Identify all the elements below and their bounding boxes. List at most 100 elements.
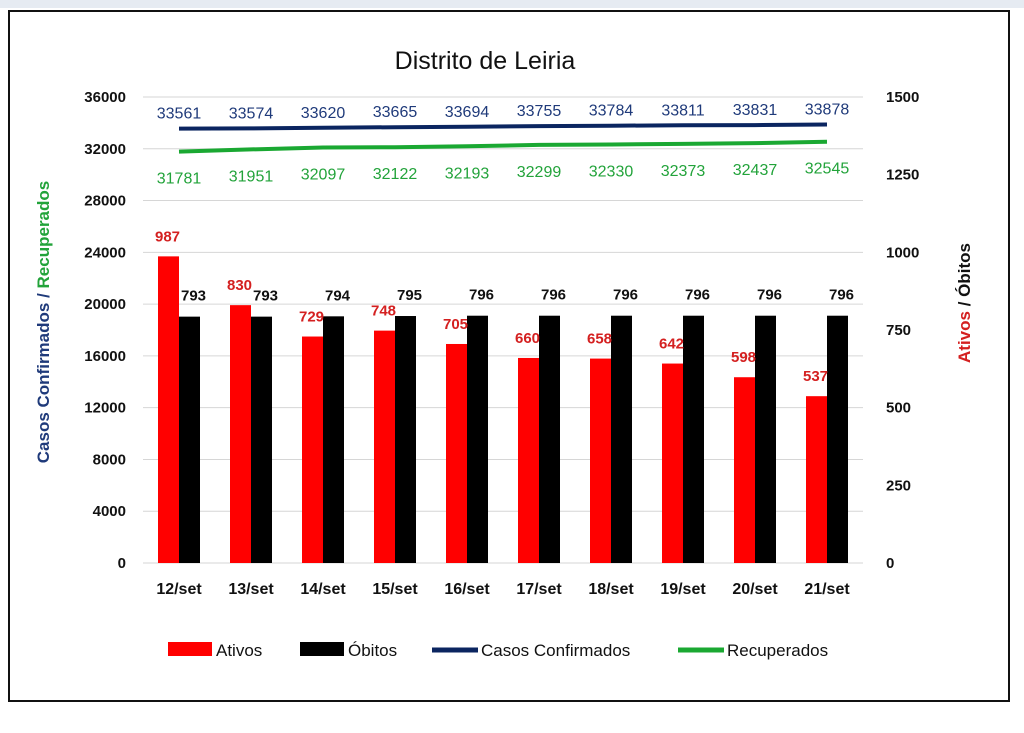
bar-ativos — [230, 305, 251, 563]
left-tick-label: 8000 — [93, 451, 126, 468]
category-labels: 12/set 13/set 14/set 15/set 16/set 17/set 18/s… — [156, 581, 850, 598]
category-label: 13/set — [228, 581, 274, 598]
data-label-ativos: 658 — [587, 331, 612, 348]
top-strip — [0, 0, 1024, 8]
right-tick-label: 750 — [886, 322, 911, 339]
category-label: 20/set — [732, 581, 778, 598]
left-tick-label: 4000 — [93, 503, 126, 520]
legend: Ativos Óbitos Casos Confirmados Recupera… — [168, 641, 828, 660]
category-label: 16/set — [444, 581, 490, 598]
data-label-obitos: 796 — [757, 287, 782, 304]
bar-ativos — [158, 256, 179, 563]
data-label-casos-confirmados: 33811 — [661, 102, 704, 119]
bar-obitos — [251, 316, 272, 563]
data-label-recuperados: 32545 — [805, 161, 850, 178]
data-label-recuperados: 32193 — [445, 165, 490, 182]
data-label-ativos: 660 — [515, 330, 540, 347]
right-axis-label-ativos: Ativos — [955, 311, 974, 363]
legend-label-recuperados: Recuperados — [727, 641, 828, 660]
bar-ativos — [374, 330, 395, 563]
data-label-obitos: 795 — [397, 287, 422, 304]
bar-obitos — [467, 315, 488, 563]
data-label-casos-confirmados: 33574 — [229, 105, 274, 122]
category-label: 14/set — [300, 581, 346, 598]
line-recuperados — [178, 139, 828, 154]
data-label-casos-confirmados: 33755 — [517, 103, 562, 120]
data-label-casos-confirmados: 33694 — [445, 104, 490, 121]
right-tick-label: 500 — [886, 400, 911, 417]
right-axis-label: Ativos / Óbitos — [955, 243, 974, 363]
left-tick-label: 24000 — [84, 244, 126, 261]
data-label-casos-confirmados: 33620 — [301, 105, 346, 122]
data-label-obitos: 796 — [541, 287, 566, 304]
data-label-casos-confirmados: 33561 — [157, 106, 202, 123]
data-label-obitos: 796 — [829, 287, 854, 304]
legend-label-casos-confirmados: Casos Confirmados — [481, 641, 630, 660]
left-tick-label: 16000 — [84, 348, 126, 365]
bar-ativos — [302, 336, 323, 563]
data-label-ativos: 987 — [155, 228, 180, 245]
bar-ativos — [662, 363, 683, 563]
right-tick-label: 1500 — [886, 89, 919, 106]
bar-obitos — [179, 316, 200, 563]
data-label-obitos: 796 — [685, 287, 710, 304]
bar-ativos — [446, 343, 467, 563]
bar-obitos — [395, 316, 416, 563]
left-axis-label-confirmados: Casos Confirmados — [34, 303, 53, 464]
data-label-casos-confirmados: 33831 — [733, 102, 778, 119]
bars — [158, 256, 848, 563]
data-label-casos-confirmados: 33665 — [373, 104, 418, 121]
left-tick-label: 32000 — [84, 141, 126, 158]
bar-obitos — [683, 315, 704, 563]
data-label-recuperados: 32097 — [301, 167, 346, 184]
left-tick-label: 28000 — [84, 193, 126, 210]
bar-ativos — [806, 396, 827, 563]
bar-obitos — [755, 315, 776, 563]
bar-ativos — [734, 377, 755, 563]
category-label: 17/set — [516, 581, 562, 598]
category-label: 18/set — [588, 581, 634, 598]
legend-swatch-ativos — [168, 642, 212, 656]
data-labels: 987 830 729 748 705 660 658 642 598 537 793 793 794 7… — [155, 101, 854, 385]
bar-obitos — [827, 315, 848, 563]
data-label-obitos: 794 — [325, 287, 351, 304]
legend-swatch-obitos — [300, 642, 344, 656]
data-label-recuperados: 32373 — [661, 163, 706, 180]
data-label-obitos: 793 — [181, 288, 206, 305]
data-label-casos-confirmados: 33878 — [805, 101, 850, 118]
data-label-obitos: 796 — [469, 287, 494, 304]
left-tick-label: 0 — [118, 555, 126, 572]
data-label-ativos: 642 — [659, 336, 684, 353]
legend-label-obitos: Óbitos — [348, 641, 397, 660]
right-axis-label-sep: / — [955, 297, 974, 311]
left-tick-label: 12000 — [84, 400, 126, 417]
bar-ativos — [590, 358, 611, 563]
left-axis-label-recuperados: Recuperados — [34, 181, 53, 289]
legend-label-ativos: Ativos — [216, 641, 262, 660]
lines — [178, 122, 828, 154]
right-tick-label: 0 — [886, 555, 894, 572]
bar-ativos — [518, 357, 539, 563]
data-label-ativos: 598 — [731, 349, 756, 366]
data-label-recuperados: 32299 — [517, 164, 562, 181]
data-label-obitos: 796 — [613, 287, 638, 304]
data-label-ativos: 705 — [443, 316, 468, 333]
data-label-obitos: 793 — [253, 288, 278, 305]
line-casos-confirmados — [178, 122, 828, 131]
category-label: 19/set — [660, 581, 706, 598]
right-axis-label-obitos: Óbitos — [955, 243, 974, 297]
data-label-recuperados: 32122 — [373, 166, 418, 183]
data-label-recuperados: 32330 — [589, 164, 634, 181]
right-tick-label: 1000 — [886, 244, 919, 261]
left-tick-label: 36000 — [84, 89, 126, 106]
data-label-recuperados: 31781 — [157, 171, 202, 188]
bar-obitos — [323, 316, 344, 563]
right-tick-label: 1250 — [886, 167, 919, 184]
left-axis-ticks: 0 4000 8000 12000 16000 20000 24000 28000 32000 3… — [84, 89, 126, 572]
data-label-recuperados: 31951 — [229, 168, 274, 185]
left-axis-label: Casos Confirmados / Recuperados — [34, 181, 53, 463]
right-tick-label: 250 — [886, 477, 911, 494]
left-tick-label: 20000 — [84, 296, 126, 313]
data-label-ativos: 729 — [299, 309, 324, 326]
